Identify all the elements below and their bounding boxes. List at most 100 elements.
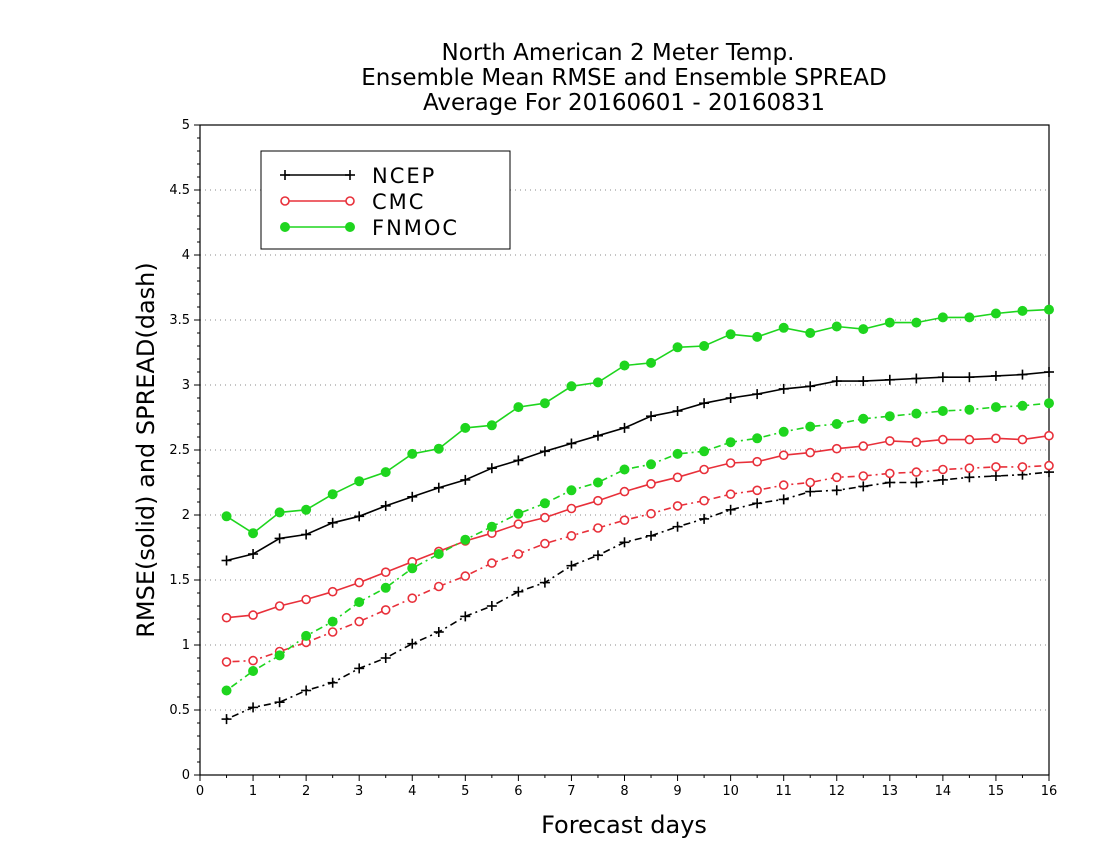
- data-point: [566, 381, 577, 392]
- x-tick-label: 3: [355, 784, 363, 799]
- data-point: [221, 714, 232, 725]
- data-point: [513, 402, 524, 413]
- data-point: [1017, 305, 1028, 316]
- data-point: [752, 485, 762, 496]
- data-point: [248, 549, 259, 559]
- data-point: [858, 441, 869, 451]
- data-point: [964, 312, 975, 323]
- data-point: [990, 402, 1001, 413]
- data-point: [646, 530, 657, 541]
- legend-entry-fnmoc: FNMOC: [280, 216, 457, 240]
- chart-title: North American 2 Meter Temp. Ensemble Me…: [361, 40, 886, 116]
- data-point: [778, 322, 789, 333]
- x-tick-label: 7: [567, 784, 575, 799]
- data-point: [619, 537, 630, 548]
- data-point: [911, 373, 922, 384]
- data-point: [1017, 462, 1028, 472]
- data-point: [280, 196, 290, 206]
- data-point: [407, 448, 418, 459]
- data-point: [301, 594, 311, 605]
- data-point: [540, 512, 550, 523]
- data-point: [725, 329, 736, 340]
- data-point: [699, 464, 709, 475]
- x-tick-label: 12: [828, 784, 845, 799]
- data-point: [301, 504, 312, 515]
- data-point: [274, 697, 285, 708]
- data-point: [805, 447, 816, 458]
- data-point: [354, 663, 365, 674]
- data-point: [566, 503, 577, 514]
- data-point: [778, 480, 789, 490]
- data-point: [592, 430, 603, 441]
- data-point: [407, 563, 418, 574]
- data-point: [487, 558, 497, 568]
- data-point: [884, 411, 895, 422]
- x-tick-label: 1: [249, 784, 257, 799]
- data-point: [858, 324, 869, 335]
- x-axis-label: Forecast days: [541, 811, 707, 839]
- data-point: [831, 376, 842, 387]
- data-point: [672, 521, 683, 532]
- data-point: [858, 413, 869, 424]
- data-point: [831, 472, 842, 483]
- x-tick-label: 11: [775, 784, 792, 799]
- y-axis-label: RMSE(solid) and SPREAD(dash): [132, 262, 160, 638]
- series-line: [226, 471, 1050, 720]
- x-tick-label: 5: [461, 784, 469, 799]
- data-point: [752, 456, 762, 467]
- data-point: [460, 571, 471, 581]
- data-point: [831, 485, 842, 496]
- data-point: [433, 443, 444, 454]
- data-point: [593, 523, 603, 533]
- data-point: [884, 374, 895, 385]
- series-fnmoc-rmse: [221, 304, 1054, 539]
- data-point: [646, 459, 657, 470]
- data-point: [460, 534, 471, 545]
- data-point: [725, 437, 736, 448]
- data-point: [327, 586, 338, 597]
- data-point: [248, 610, 258, 620]
- data-point: [911, 408, 922, 419]
- data-point: [327, 489, 338, 500]
- data-point: [486, 601, 497, 611]
- data-point: [513, 549, 524, 559]
- data-point: [1017, 434, 1028, 445]
- data-point: [990, 471, 1001, 481]
- data-point: [938, 464, 948, 475]
- data-point: [778, 450, 789, 461]
- data-point: [699, 513, 710, 524]
- data-point: [805, 328, 816, 338]
- data-point: [486, 420, 497, 431]
- legend-label: CMC: [372, 190, 425, 214]
- legend-entry-ncep: NCEP: [280, 164, 434, 188]
- data-point: [858, 481, 869, 492]
- axis-ticks: 00.511.522.533.544.550 1 2 3 4 5 6 7 8 9 10 11 12 13 1…: [169, 118, 1057, 799]
- grid: [200, 189, 1049, 711]
- data-point: [327, 677, 338, 688]
- data-point: [619, 515, 630, 526]
- data-point: [752, 433, 763, 444]
- data-point: [1017, 369, 1028, 380]
- data-point: [460, 611, 471, 622]
- data-point: [1044, 430, 1054, 441]
- data-point: [274, 507, 285, 518]
- data-point: [433, 581, 444, 592]
- data-point: [1044, 398, 1054, 409]
- data-point: [345, 196, 355, 206]
- data-point: [513, 586, 524, 597]
- data-point: [699, 495, 709, 506]
- data-point: [1017, 400, 1028, 411]
- data-point: [354, 616, 364, 627]
- data-point: [911, 437, 922, 448]
- series-fnmoc-spread: [221, 398, 1054, 696]
- data-point: [539, 446, 550, 457]
- data-point: [990, 308, 1001, 319]
- data-point: [646, 508, 656, 519]
- x-tick-label: 10: [722, 784, 739, 799]
- data-point: [592, 477, 603, 488]
- data-point: [619, 360, 630, 371]
- data-point: [752, 389, 763, 400]
- data-point: [221, 511, 232, 522]
- y-tick-label: 5: [182, 118, 190, 133]
